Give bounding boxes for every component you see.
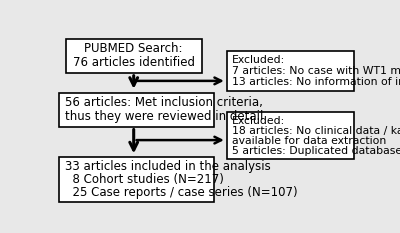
FancyBboxPatch shape bbox=[227, 51, 354, 91]
Text: PUBMED Search:: PUBMED Search: bbox=[84, 42, 183, 55]
Text: 5 articles: Duplicated database: 5 articles: Duplicated database bbox=[232, 146, 400, 156]
FancyBboxPatch shape bbox=[227, 112, 354, 159]
Text: thus they were reviewed in detail: thus they were reviewed in detail bbox=[65, 110, 263, 123]
Text: 25 Case reports / case series (N=107): 25 Case reports / case series (N=107) bbox=[65, 186, 298, 199]
Text: available for data extraction: available for data extraction bbox=[232, 136, 386, 146]
FancyBboxPatch shape bbox=[59, 157, 214, 202]
Text: 56 articles: Met inclusion criteria,: 56 articles: Met inclusion criteria, bbox=[65, 96, 263, 109]
Text: 18 articles: No clinical data / karyotype: 18 articles: No clinical data / karyotyp… bbox=[232, 126, 400, 136]
Text: Excluded:: Excluded: bbox=[232, 116, 286, 126]
Text: 76 articles identified: 76 articles identified bbox=[73, 56, 195, 69]
Text: 33 articles included in the analysis: 33 articles included in the analysis bbox=[65, 160, 271, 173]
Text: Excluded:: Excluded: bbox=[232, 55, 286, 65]
Text: 7 articles: No case with WT1 mutation: 7 articles: No case with WT1 mutation bbox=[232, 66, 400, 76]
Text: 8 Cohort studies (N=217): 8 Cohort studies (N=217) bbox=[65, 173, 224, 186]
FancyBboxPatch shape bbox=[66, 39, 202, 73]
FancyBboxPatch shape bbox=[59, 93, 214, 127]
Text: 13 articles: No information of interest: 13 articles: No information of interest bbox=[232, 77, 400, 87]
